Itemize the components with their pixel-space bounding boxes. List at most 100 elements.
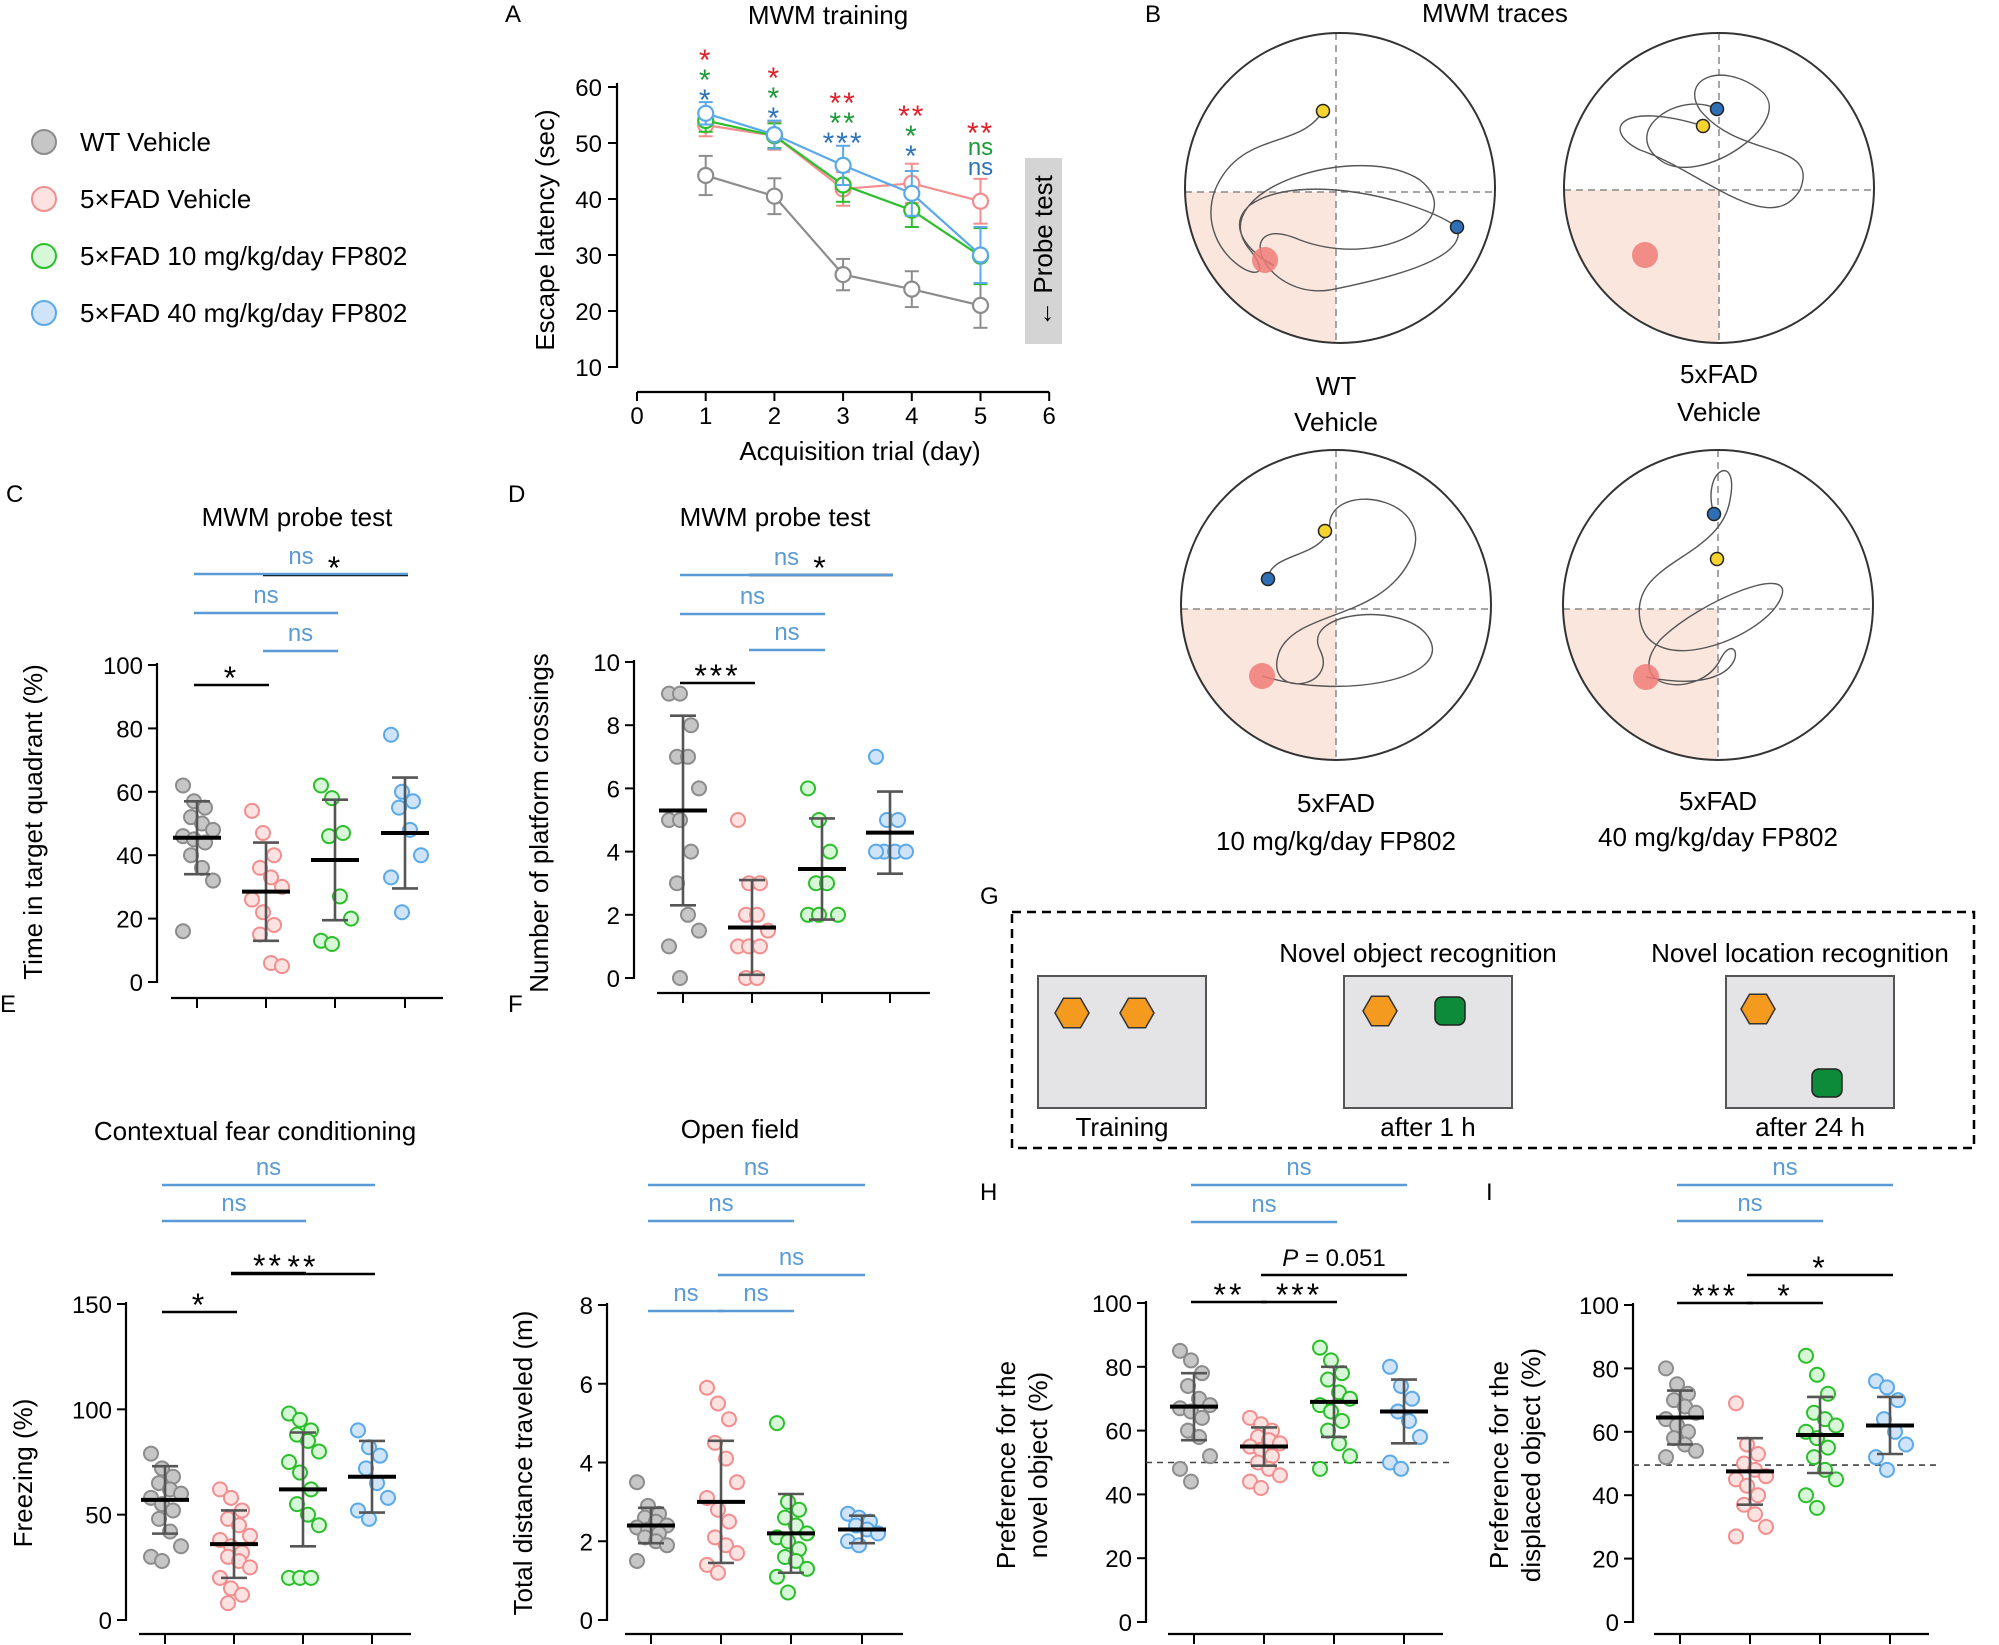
- end-point: [1260, 571, 1276, 587]
- comparison-label-sig: *: [224, 660, 239, 696]
- data-point-wt: [659, 1537, 675, 1554]
- arena-objects: [1054, 993, 1843, 1098]
- data-point-wt: [1172, 1342, 1188, 1359]
- panel-f-title: Open field: [681, 1114, 800, 1144]
- comparison-label-sig: *: [1777, 1278, 1792, 1314]
- data-point-fp10: [300, 1432, 316, 1449]
- data-point-fp10: [1798, 1487, 1814, 1504]
- training-label: Training: [1076, 1112, 1169, 1142]
- y-axis-label-line1: Preference for the: [1484, 1361, 1514, 1569]
- y-tick-label: 8: [607, 713, 620, 740]
- comparison-label-ns: ns: [673, 1280, 698, 1307]
- displaced-object-icon: [1811, 1068, 1843, 1098]
- y-tick-label: 4: [580, 1451, 593, 1478]
- data-point-fp10: [811, 812, 827, 828]
- platform-location: [1249, 663, 1275, 689]
- mwm-traces: WT Vehicle 5xFAD Vehicle 5xFAD 10 mg/kg/day F…: [1180, 32, 1875, 856]
- significance-mark: **: [967, 117, 994, 150]
- legend-label-fp40: 5×FAD 40 mg/kg/day FP802: [80, 298, 407, 328]
- trace-plot-4: 5xFAD 40 mg/kg/day FP802: [1562, 449, 1874, 852]
- comparison-label-ns: ns: [774, 544, 799, 571]
- data-point-veh: [1750, 1445, 1766, 1462]
- data-point-fp10: [311, 1517, 327, 1534]
- data-point-fp40: [361, 1510, 377, 1527]
- pool-outline: [1180, 449, 1492, 761]
- data-point-veh: [749, 906, 765, 923]
- data-point-veh: [710, 1564, 726, 1581]
- end-point: [1449, 219, 1465, 235]
- data-point-fp10: [1312, 1460, 1328, 1477]
- end-point: [1709, 101, 1725, 117]
- data-point-fp10: [1334, 1413, 1350, 1430]
- data-point-veh: [263, 869, 279, 886]
- panel-letter-e: E: [0, 991, 16, 1018]
- panel-g: G Novel object recognition Novel locatio…: [980, 883, 1976, 1150]
- significance-mark: ***: [823, 127, 864, 160]
- panel-a: A MWM training 10 20 30 40 50 60 0 1 2 3 4 5 6 Acquis…: [505, 0, 1062, 466]
- y-tick-label: 100: [103, 653, 143, 680]
- trace-caption: WT: [1316, 371, 1357, 401]
- comparison-label-ns: ns: [1737, 1190, 1762, 1217]
- x-tick-label: 6: [1043, 403, 1056, 430]
- y-tick-label: 4: [607, 840, 620, 867]
- comparison-label-sig: **: [288, 1249, 319, 1285]
- y-axis-label-line2: displaced object (%): [1516, 1348, 1546, 1582]
- comparison-label-sig: **: [1214, 1277, 1245, 1313]
- data-point-fp10: [292, 1464, 308, 1481]
- data-point-veh: [721, 1411, 737, 1428]
- significance-mark: **: [829, 107, 856, 140]
- pool-outline: [1563, 32, 1875, 344]
- y-tick-label: 40: [1105, 1482, 1132, 1509]
- data-point-fp40: [765, 126, 784, 144]
- p-value-label: P = 0.051: [1282, 1245, 1385, 1272]
- data-point-wt: [175, 777, 191, 794]
- panel-h: H 0 20 40 60 80 100 Preference for the novel ob…: [980, 1154, 1453, 1644]
- panel-d-plot: 0 2 4 6 8 10 Number of platform crossings *** ns…: [524, 544, 930, 1003]
- data-point-fp40: [971, 246, 990, 264]
- y-tick-label: 6: [580, 1372, 593, 1399]
- data-point-fp10: [1809, 1499, 1825, 1516]
- data-point-fp40: [834, 156, 852, 174]
- panel-f: F Open field 0 2 4 6 8 Total distance travele…: [508, 991, 903, 1644]
- data-point-fp40: [1412, 1428, 1428, 1445]
- platform-location: [1633, 664, 1659, 690]
- data-point-veh: [234, 1586, 250, 1603]
- familiar-object-icon: [1740, 993, 1776, 1025]
- y-tick-label: 10: [575, 355, 602, 382]
- panel-letter-i: I: [1486, 1179, 1493, 1206]
- data-point-wt: [143, 1445, 159, 1462]
- data-point-wt: [834, 266, 852, 284]
- data-point-fp40: [394, 904, 410, 921]
- data-point-wt: [197, 799, 213, 816]
- legend-label-fp10: 5×FAD 10 mg/kg/day FP802: [80, 241, 407, 271]
- y-tick-label: 60: [1105, 1419, 1132, 1446]
- trace-caption: Vehicle: [1677, 397, 1761, 427]
- data-point-veh: [274, 958, 290, 975]
- data-point-fp10: [324, 935, 340, 952]
- legend: WT Vehicle 5×FAD Vehicle 5×FAD 10 mg/kg/da…: [31, 127, 407, 328]
- data-point-fp10: [324, 790, 340, 807]
- swim-path: [1210, 110, 1459, 292]
- y-tick-label: 20: [1105, 1546, 1132, 1573]
- panel-b-title: MWM traces: [1422, 0, 1568, 28]
- data-point-veh: [242, 1527, 258, 1544]
- swim-path: [1619, 74, 1804, 209]
- data-point-veh: [244, 802, 260, 819]
- x-tick-label: 2: [768, 403, 781, 430]
- comparison-label-ns: ns: [288, 543, 313, 570]
- swim-path: [1638, 469, 1784, 686]
- significance-mark: *: [905, 140, 919, 173]
- panel-letter-c: C: [6, 481, 23, 508]
- legend-marker-wt: [31, 129, 57, 155]
- data-point-wt: [691, 780, 707, 797]
- end-point: [1706, 506, 1722, 522]
- data-point-fp40: [1890, 1392, 1906, 1409]
- comparison-label-ns: ns: [743, 1280, 768, 1307]
- y-axis-label-line2: novel object (%): [1023, 1372, 1053, 1558]
- y-tick-label: 10: [593, 650, 620, 677]
- comparison-label-ns: ns: [256, 1154, 281, 1181]
- y-tick-label: 30: [575, 243, 602, 270]
- comparison-label-sig: *: [192, 1287, 207, 1323]
